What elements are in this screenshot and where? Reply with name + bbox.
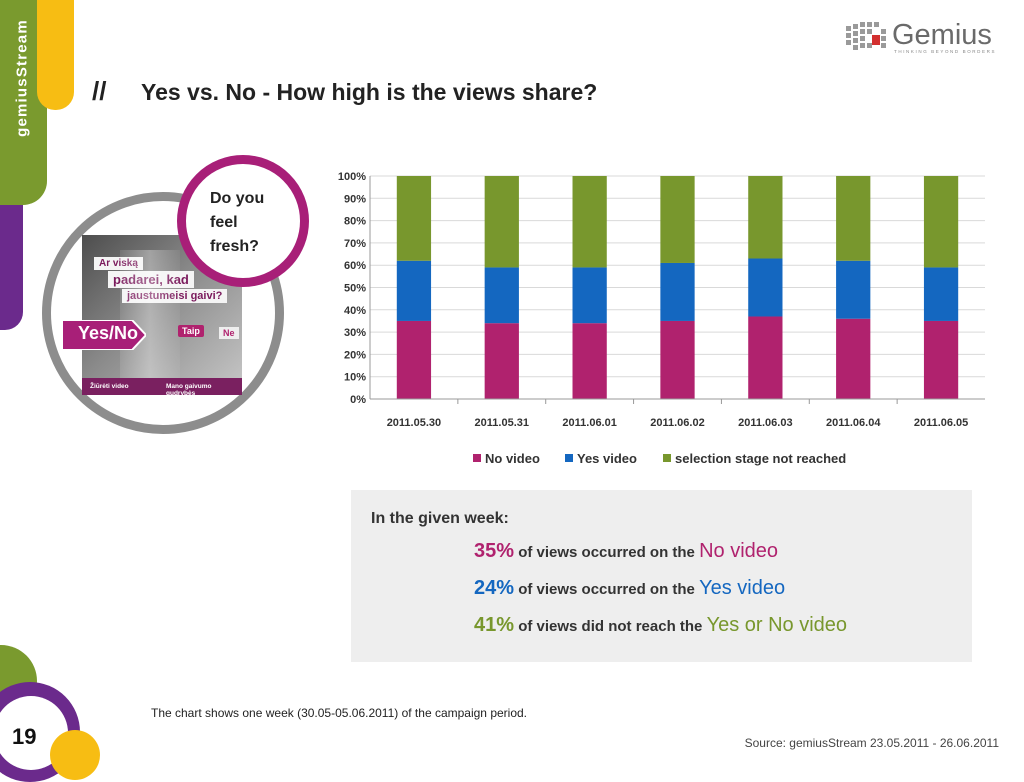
photo-footer-bar: Žiūrėti video Mano gaivumo gudrybės	[82, 378, 242, 397]
y-tick-label: 30%	[344, 327, 366, 339]
legend-swatch	[473, 454, 481, 462]
legend-swatch	[663, 454, 671, 462]
stacked-bar-chart: 0% 10% 20% 30% 40% 50% 60% 70% 80% 90% 100% 2011.0…	[338, 171, 985, 466]
gemius-logo-icon	[846, 22, 886, 50]
page-number: 19	[12, 724, 37, 749]
bar-segment	[923, 320, 959, 399]
bar-segment	[836, 260, 871, 319]
bar-segment	[923, 176, 959, 268]
x-tick-label: 2011.05.30	[387, 417, 441, 429]
bar-segment	[660, 176, 695, 263]
summary-row-no-video: 35% of views occurred on the No video	[474, 540, 778, 563]
photo-footer-right: Mano gaivumo gudrybės	[166, 383, 212, 397]
y-tick-label: 60%	[344, 260, 366, 272]
side-decoration-yellow	[37, 0, 74, 110]
photo-line-1: Ar viską	[94, 257, 143, 270]
y-tick-label: 90%	[344, 193, 366, 205]
bar-segment	[660, 262, 695, 321]
bar-segment	[748, 176, 783, 259]
side-brand-label: gemiusStream	[13, 19, 31, 137]
bar-segment	[660, 320, 695, 399]
photo-footer-left: Žiūrėti video	[90, 383, 129, 390]
y-tick-label: 40%	[344, 305, 366, 317]
summary-highlight-no-video: No video	[699, 540, 779, 562]
corner-decoration-yellow	[50, 730, 100, 780]
purple-ring	[177, 155, 309, 287]
bar-segment	[572, 323, 607, 399]
chart-legend: No video Yes video selection stage not rea…	[473, 451, 846, 466]
summary-highlight-not-reached: Yes or No video	[706, 614, 848, 636]
bar-segment	[396, 260, 432, 321]
chart-x-axis: 2011.05.30 2011.05.31 2011.06.01 2011.06.02…	[370, 398, 985, 429]
summary-text-yes-video: of views occurred on the	[514, 581, 700, 598]
yes-no-label: Yes/No	[78, 323, 139, 343]
source-text: Source: gemiusStream 23.05.2011 - 26.06.…	[744, 736, 999, 750]
x-tick-label: 2011.06.01	[562, 417, 616, 429]
chart-note: The chart shows one week (30.05-05.06.20…	[151, 706, 528, 720]
legend-label: No video	[485, 451, 540, 466]
x-tick-label: 2011.06.02	[650, 417, 704, 429]
bar-segment	[484, 323, 519, 399]
bubble-text: Do you feel fresh?	[210, 187, 280, 259]
x-tick-label: 2011.06.05	[914, 417, 968, 429]
y-tick-label: 100%	[338, 171, 366, 183]
ne-tag: Ne	[219, 327, 239, 339]
page-title: Yes vs. No - How high is the views share…	[141, 79, 598, 105]
title-mark: //	[92, 76, 107, 106]
bar-segment	[748, 316, 783, 399]
bubble-question: Do you feel fresh?	[210, 190, 265, 255]
summary-pct-not-reached: 41%	[474, 614, 515, 636]
bar-segment	[484, 267, 519, 324]
bar-segment	[484, 176, 519, 268]
taip-tag: Taip	[178, 325, 204, 337]
y-tick-label: 0%	[350, 394, 366, 406]
summary-box: In the given week: 35% of views occurred…	[351, 490, 972, 662]
logo-text: Gemius	[892, 19, 992, 51]
bar-segment	[836, 176, 871, 261]
y-tick-label: 50%	[344, 283, 366, 295]
gemius-logo: Gemius THINKING BEYOND BORDERS	[844, 18, 1004, 58]
legend-swatch	[565, 454, 573, 462]
y-tick-label: 20%	[344, 349, 366, 361]
summary-row-yes-video: 24% of views occurred on the Yes video	[474, 577, 785, 600]
bar-segment	[396, 176, 432, 261]
bar-segment	[923, 267, 959, 321]
bar-segment	[572, 176, 607, 268]
bar-segment	[396, 320, 432, 399]
summary-pct-no-video: 35%	[474, 540, 515, 562]
summary-row-not-reached: 41% of views did not reach the Yes or No…	[474, 614, 847, 637]
grey-ring	[42, 192, 284, 434]
chart-bars	[396, 176, 959, 399]
side-brand-label-wrap: gemiusStream	[3, 3, 41, 153]
summary-pct-yes-video: 24%	[474, 577, 515, 599]
y-tick-label: 70%	[344, 238, 366, 250]
x-tick-label: 2011.05.31	[475, 417, 529, 429]
bar-segment	[572, 267, 607, 324]
summary-text-not-reached: of views did not reach the	[514, 618, 707, 635]
photo-line-2: padarei, kad	[108, 271, 194, 288]
legend-label: Yes video	[577, 451, 637, 466]
logo-tagline: THINKING BEYOND BORDERS	[894, 49, 997, 54]
y-tick-label: 80%	[344, 216, 366, 228]
summary-highlight-yes-video: Yes video	[699, 577, 786, 599]
photo-line-3: jaustumeisi gaivi?	[122, 289, 228, 303]
yes-no-arrow: Yes/No	[62, 320, 146, 350]
y-tick-label: 10%	[344, 372, 366, 384]
chart-y-axis: 0% 10% 20% 30% 40% 50% 60% 70% 80% 90% 100%	[338, 171, 371, 406]
summary-heading: In the given week:	[371, 510, 509, 527]
summary-text-no-video: of views occurred on the	[514, 544, 700, 561]
x-tick-label: 2011.06.03	[738, 417, 792, 429]
side-decoration-purple	[0, 200, 23, 330]
bar-segment	[836, 318, 871, 399]
x-tick-label: 2011.06.04	[826, 417, 881, 429]
arrow-shape-icon	[62, 320, 146, 350]
bar-segment	[748, 258, 783, 317]
legend-label: selection stage not reached	[675, 451, 846, 466]
